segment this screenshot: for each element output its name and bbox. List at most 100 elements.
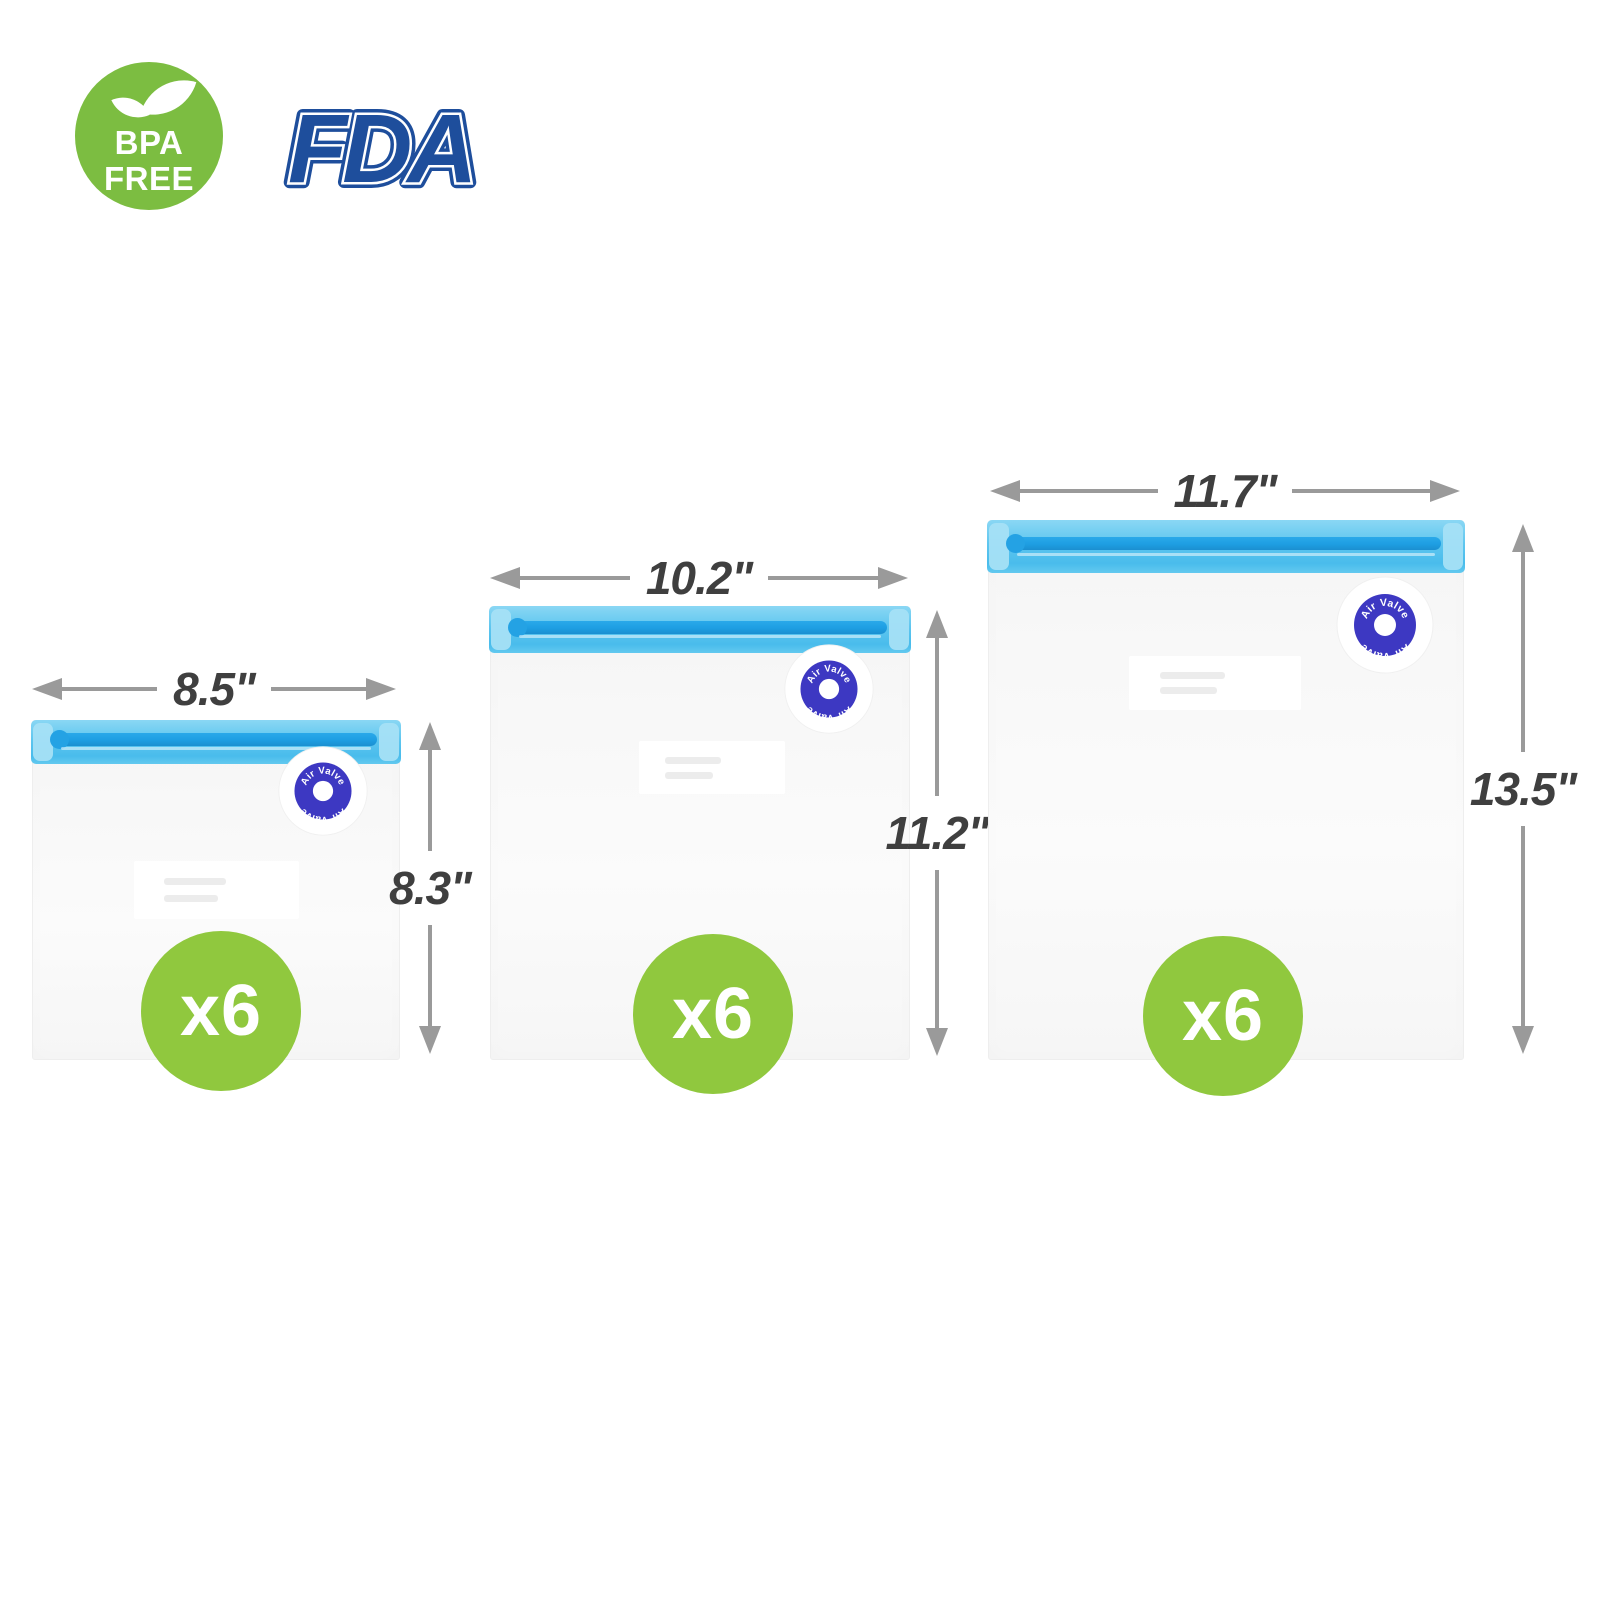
- width-dimension-arrow-medium: 10.2": [490, 552, 908, 604]
- zipper-end-tab: [889, 609, 909, 650]
- height-dimension-arrow-small: 8.3": [389, 722, 472, 1054]
- vacuum-bag-medium: Air Valve Air Valve x6: [489, 606, 911, 1094]
- width-label-small: 8.5": [173, 663, 256, 715]
- valve-hole: [312, 780, 334, 802]
- height-label-medium: 11.2": [885, 807, 990, 859]
- fda-text-inline: FDA: [288, 94, 472, 203]
- label-line: [1159, 672, 1226, 680]
- arrow-left-head-icon: [490, 567, 520, 589]
- arrow-left-head-icon: [990, 480, 1020, 502]
- quantity-label: x6: [671, 974, 755, 1054]
- arrow-shaft: [270, 687, 367, 691]
- valve-text-bottom: Air Valve: [298, 806, 348, 825]
- zipper-knob: [1006, 534, 1025, 554]
- writable-label: [1129, 656, 1301, 710]
- quantity-label: x6: [1181, 976, 1265, 1056]
- air-valve: Air Valve Air Valve: [1336, 576, 1434, 674]
- valve-text-top: Air Valve: [299, 765, 347, 787]
- zipper-slider: [50, 730, 377, 750]
- bpa-badge-text: BPA FREE: [75, 125, 223, 197]
- zipper-slider: [508, 617, 887, 637]
- leaf-right-icon: [140, 69, 197, 126]
- quantity-label: x6: [179, 971, 263, 1051]
- arrow-down-head-icon: [926, 1028, 948, 1056]
- zipper-end-tab: [491, 609, 511, 650]
- arrow-shaft: [1292, 489, 1430, 493]
- valve-text-top: Air Valve: [805, 663, 853, 685]
- height-label-large: 13.5": [1469, 763, 1577, 815]
- valve-hole: [1374, 614, 1396, 636]
- fda-text-fill: FDA: [288, 94, 472, 203]
- fda-logo: FDA FDA FDA: [282, 88, 483, 209]
- vacuum-bag-large: Air Valve Air Valve x6: [987, 520, 1465, 1096]
- zipper-seal: [31, 720, 401, 764]
- label-line: [665, 756, 721, 764]
- label-line: [163, 894, 219, 902]
- quantity-badge-medium: x6: [633, 934, 793, 1094]
- bpa-free-badge: BPA FREE: [75, 62, 223, 210]
- arrow-down-head-icon: [1512, 1026, 1534, 1054]
- valve-sticker: [1336, 576, 1434, 674]
- valve-text-top: Air Valve: [1359, 597, 1412, 621]
- arrow-up-head-icon: [1512, 524, 1534, 552]
- label-line: [1159, 687, 1217, 695]
- arrow-up-head-icon: [926, 610, 948, 638]
- vacuum-bag-small: Air Valve Air Valve x6: [31, 720, 401, 1091]
- arrow-shaft: [768, 576, 878, 580]
- arrow-shaft: [935, 870, 939, 1028]
- writable-label: [639, 741, 785, 794]
- arrow-shaft: [1521, 826, 1525, 1026]
- height-dimension-arrow-large: 13.5": [1470, 524, 1577, 1054]
- arrow-up-head-icon: [419, 722, 441, 750]
- valve-text-bottom: Air Valve: [1358, 641, 1413, 662]
- writable-label: [134, 861, 299, 919]
- zipper-seal: [489, 606, 911, 653]
- quantity-badge-large: x6: [1143, 936, 1303, 1096]
- arrow-right-head-icon: [366, 678, 397, 700]
- valve-text-bottom: Air Valve: [804, 704, 854, 723]
- arrow-right-head-icon: [1430, 480, 1460, 502]
- arrow-shaft: [428, 925, 432, 1026]
- zipper-knob: [508, 617, 527, 637]
- zipper-end-tab: [989, 523, 1009, 570]
- valve-sticker: [784, 644, 874, 734]
- height-label-small: 8.3": [389, 862, 472, 914]
- arrow-shaft: [1521, 552, 1525, 752]
- air-valve: Air Valve Air Valve: [278, 746, 368, 836]
- label-line: [163, 878, 227, 886]
- arrow-left-head-icon: [32, 678, 62, 700]
- width-label-large: 11.7": [1173, 465, 1278, 517]
- valve-ring: [294, 762, 352, 820]
- zipper-seal: [987, 520, 1465, 573]
- valve-sticker: [278, 746, 368, 836]
- zipper-slider: [1006, 534, 1441, 554]
- zipper-end-tab: [1443, 523, 1463, 570]
- air-valve: Air Valve Air Valve: [784, 644, 874, 734]
- arrow-shaft: [62, 687, 158, 691]
- quantity-badge-small: x6: [141, 931, 301, 1091]
- height-dimension-arrow-medium: 11.2": [886, 610, 989, 1056]
- valve-hole: [818, 678, 840, 700]
- arrow-down-head-icon: [419, 1026, 441, 1054]
- bpa-badge-line1: BPA: [114, 124, 184, 161]
- valve-ring: [1354, 594, 1416, 656]
- zipper-knob: [50, 730, 69, 750]
- label-line: [665, 771, 714, 779]
- arrow-shaft: [520, 576, 630, 580]
- arrow-right-head-icon: [878, 567, 908, 589]
- arrow-shaft: [428, 750, 432, 851]
- bpa-badge-line2: FREE: [103, 160, 194, 197]
- width-dimension-arrow-small: 8.5": [32, 663, 397, 715]
- zipper-end-tab: [33, 723, 53, 761]
- zipper-end-tab: [379, 723, 399, 761]
- valve-ring: [800, 660, 858, 718]
- fda-text-outline: FDA: [288, 94, 472, 203]
- width-dimension-arrow-large: 11.7": [990, 465, 1460, 517]
- width-label-medium: 10.2": [645, 552, 753, 604]
- arrow-shaft: [1020, 489, 1158, 493]
- arrow-shaft: [935, 638, 939, 796]
